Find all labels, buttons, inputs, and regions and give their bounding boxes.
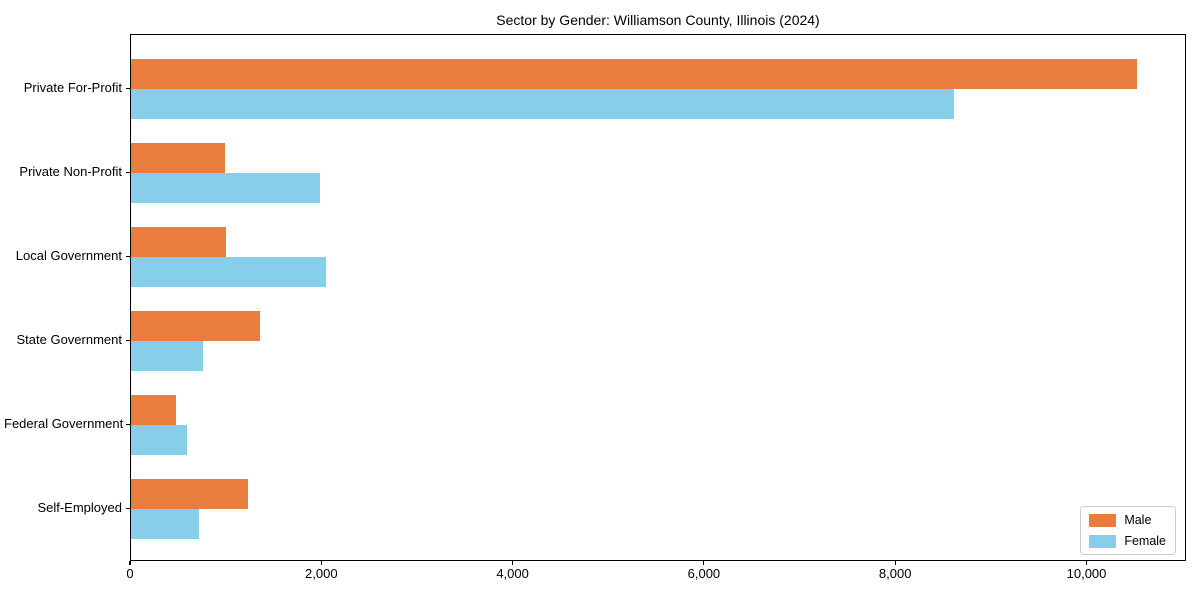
bar-male-private-for-profit (131, 59, 1138, 89)
legend: Male Female (1080, 506, 1176, 555)
bar-female-private-non-profit (131, 173, 320, 203)
male-series-swatch (1089, 513, 1117, 527)
bar-female-local-government (131, 257, 326, 287)
x-axis-tick (1085, 561, 1088, 565)
y-axis-tick (126, 424, 130, 426)
x-axis-tick (129, 561, 131, 565)
y-axis-label: Private For-Profit (23, 80, 122, 95)
bar-male-state-government (131, 311, 260, 341)
x-axis-tick-label: 2,000 (305, 566, 338, 581)
y-axis-label: Self-Employed (37, 500, 122, 515)
legend-label-female: Female (1124, 534, 1166, 548)
x-axis-tick (703, 561, 705, 565)
x-axis-tick (512, 561, 514, 565)
y-axis-tick (126, 256, 130, 258)
bar-male-federal-government (131, 395, 176, 425)
x-axis-tick (894, 561, 896, 565)
bar-female-state-government (131, 341, 203, 371)
plot-area: Male Female (130, 34, 1186, 561)
x-axis-tick-label: 6,000 (687, 566, 721, 581)
bar-male-local-government (131, 227, 226, 257)
x-axis-tick-label: 10,000 (1066, 566, 1107, 581)
legend-item-female: Female (1089, 534, 1166, 548)
bar-male-private-non-profit (131, 143, 225, 173)
x-axis-tick-label: 0 (126, 566, 134, 581)
y-axis-tick (126, 172, 130, 174)
bar-female-federal-government (131, 425, 187, 455)
y-axis-label: State Government (16, 332, 123, 347)
y-axis-tick (126, 508, 130, 510)
chart-title: Sector by Gender: Williamson County, Ill… (496, 12, 820, 28)
y-axis-tick (126, 88, 130, 90)
legend-label-male: Male (1124, 513, 1152, 527)
x-axis-tick-label: 4,000 (496, 566, 529, 581)
legend-item-male: Male (1089, 513, 1166, 527)
bar-female-self-employed (131, 509, 199, 539)
y-axis-label: Local Government (15, 248, 122, 263)
female-series-swatch (1089, 534, 1117, 548)
x-axis-tick-label: 8,000 (878, 566, 912, 581)
y-axis-tick (126, 340, 130, 342)
y-axis-label: Federal Government (4, 416, 124, 431)
x-axis-tick (320, 561, 322, 565)
bar-male-self-employed (131, 479, 248, 509)
y-axis-label: Private Non-Profit (19, 164, 122, 179)
bar-female-private-for-profit (131, 89, 954, 119)
